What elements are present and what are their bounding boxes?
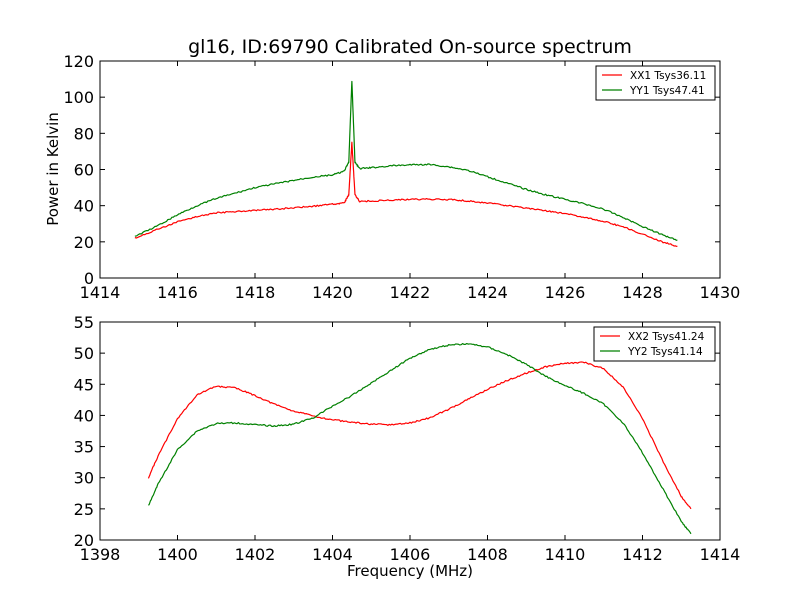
x-tick-label: 1420 (312, 283, 353, 302)
y-tick-label: 35 (74, 438, 94, 457)
y-tick-label: 20 (74, 531, 94, 550)
y-axis-label: Power in Kelvin (44, 112, 62, 226)
legend-box (595, 65, 716, 101)
bottom-panel: 1398 1400 1402 1404 1406 1408 1410 1412 1414 20 25… (74, 313, 741, 564)
y-tick-label: 60 (74, 161, 94, 180)
x-tick-label: 1400 (157, 545, 198, 564)
top-panel: 1414 1416 1418 1420 1422 1424 1426 1428 1430 0 20 4… (63, 52, 740, 302)
series-line-yy (148, 342, 692, 535)
x-tick-label: 1430 (700, 283, 741, 302)
y-tick-label: 40 (74, 197, 94, 216)
x-tick-label: 1410 (545, 545, 586, 564)
x-tick-label: 1402 (235, 545, 276, 564)
y-tick-label: 20 (74, 233, 94, 252)
x-tick-label: 1414 (80, 283, 121, 302)
series-line-xx (147, 361, 692, 510)
legend-box (593, 326, 716, 362)
y-tick-label: 50 (74, 344, 94, 363)
x-tick-label: 1412 (622, 545, 663, 564)
legend-entry: XX1 Tsys36.11 (630, 70, 706, 82)
legend-entry: YY1 Tsys47.41 (629, 85, 705, 97)
legend-entry: YY2 Tsys41.14 (627, 346, 703, 358)
y-tick-label: 40 (74, 406, 94, 425)
y-tick-label: 0 (84, 269, 94, 288)
x-axis-label: Frequency (MHz) (347, 562, 473, 580)
x-tick-label: 1422 (390, 283, 431, 302)
y-tick-label: 55 (74, 313, 94, 332)
x-tick-label: 1398 (80, 545, 121, 564)
y-tick-label: 25 (74, 500, 94, 519)
y-tick-label: 100 (63, 88, 94, 107)
y-tick-label: 80 (74, 124, 94, 143)
series-line-xx (134, 141, 678, 247)
x-tick-label: 1416 (157, 283, 198, 302)
x-tick-label: 1406 (390, 545, 431, 564)
series-line-yy (134, 80, 678, 241)
x-tick-label: 1428 (622, 283, 663, 302)
chart-title: gl16, ID:69790 Calibrated On-source spec… (188, 36, 632, 58)
x-tick-label: 1414 (700, 545, 741, 564)
x-tick-label: 1424 (467, 283, 508, 302)
x-tick-label: 1404 (312, 545, 353, 564)
y-tick-label: 120 (63, 52, 94, 71)
x-tick-label: 1418 (235, 283, 276, 302)
y-tick-label: 30 (74, 469, 94, 488)
x-tick-label: 1408 (467, 545, 508, 564)
y-tick-label: 45 (74, 375, 94, 394)
legend-entry: XX2 Tsys41.24 (628, 331, 705, 343)
x-tick-label: 1426 (545, 283, 586, 302)
